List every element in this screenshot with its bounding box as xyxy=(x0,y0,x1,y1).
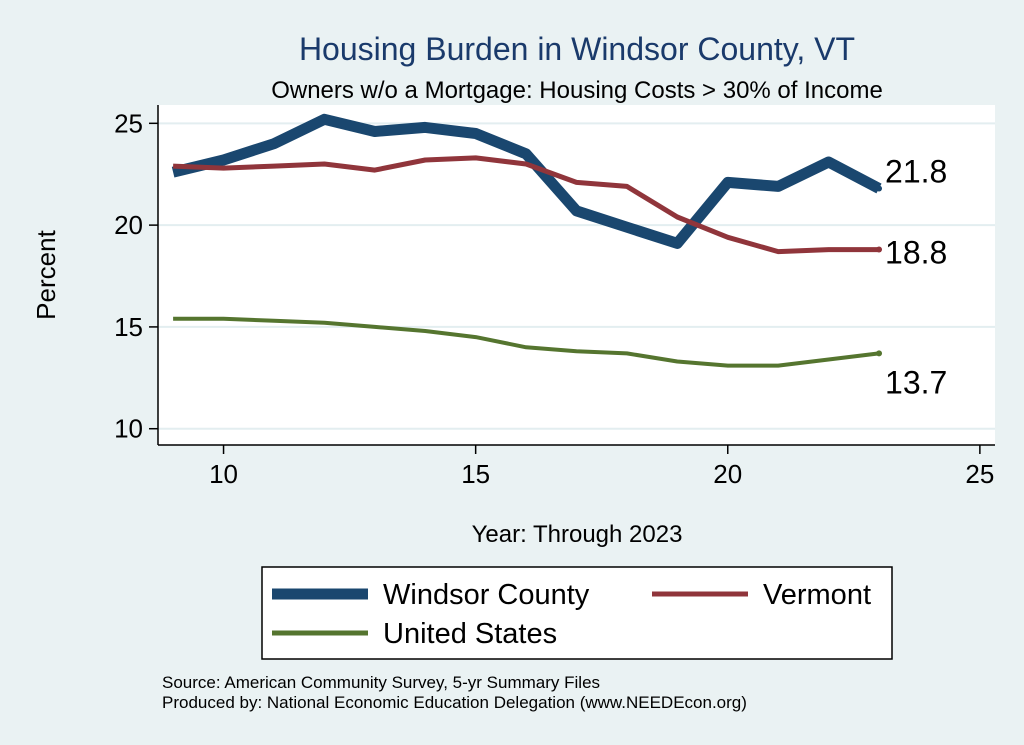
x-tick-label-20: 20 xyxy=(713,459,742,489)
y-axis-ticks: 10 15 20 25 xyxy=(114,108,158,444)
x-tick-label-25: 25 xyxy=(965,459,994,489)
series-group: 21.8 18.8 13.7 xyxy=(171,113,947,400)
x-tick-label-15: 15 xyxy=(461,459,490,489)
chart-subtitle: Owners w/o a Mortgage: Housing Costs > 3… xyxy=(271,77,883,104)
series-end-label-united-states: 13.7 xyxy=(885,364,947,400)
x-tick-label-10: 10 xyxy=(209,459,238,489)
y-tick-label-25: 25 xyxy=(114,108,143,138)
chart-title: Housing Burden in Windsor County, VT xyxy=(299,31,855,67)
x-axis-label: Year: Through 2023 xyxy=(472,521,683,548)
series-end-marker-vermont xyxy=(876,246,883,253)
plot-area xyxy=(158,105,995,445)
grid-lines xyxy=(158,122,995,430)
legend-box xyxy=(261,566,893,660)
legend-label-united-states: United States xyxy=(383,618,557,650)
legend-label-vermont: Vermont xyxy=(763,579,871,611)
y-tick-label-20: 20 xyxy=(114,210,143,240)
produced-by-line: Produced by: National Economic Education… xyxy=(162,693,747,712)
series-end-marker-windsor-county xyxy=(876,185,883,192)
source-line: Source: American Community Survey, 5-yr … xyxy=(162,673,600,692)
series-line-windsor-county xyxy=(171,113,882,249)
y-tick-label-15: 15 xyxy=(114,312,143,342)
series-line-united-states xyxy=(173,316,880,368)
series-line-vermont xyxy=(173,155,879,255)
series-end-marker-united-states xyxy=(876,350,883,357)
y-axis-label: Percent xyxy=(31,229,61,319)
series-end-label-windsor-county: 21.8 xyxy=(885,153,947,189)
series-end-label-vermont: 18.8 xyxy=(885,235,947,271)
y-tick-label-10: 10 xyxy=(114,414,143,444)
x-axis-ticks: 10 15 20 25 xyxy=(209,445,994,489)
legend-label-windsor-county: Windsor County xyxy=(383,579,590,611)
legend: Windsor County Vermont United States xyxy=(261,566,893,660)
